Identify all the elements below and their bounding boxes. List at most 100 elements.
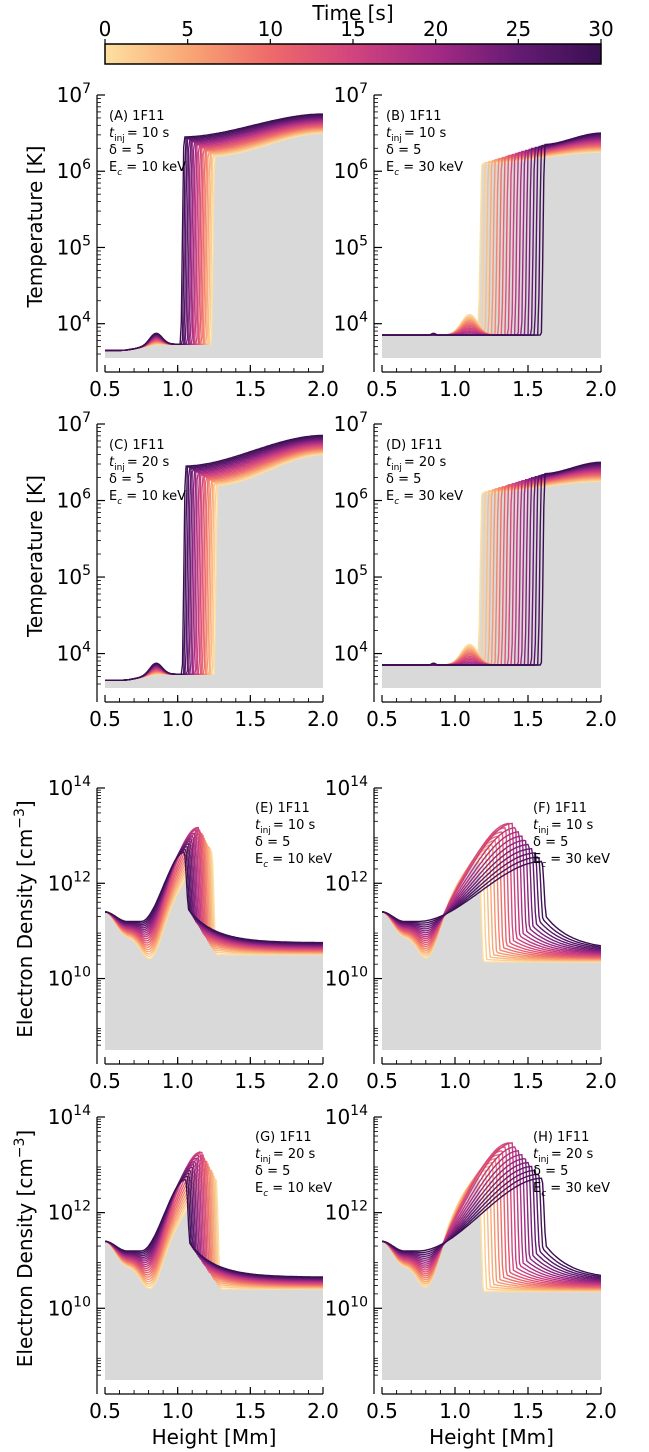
y-tick-label: 1014 [48, 1103, 91, 1129]
x-tick-label: 1.0 [162, 377, 194, 401]
x-tick-label: 0.5 [366, 377, 398, 401]
x-tick-label: 0.5 [89, 1069, 121, 1093]
panel-c: 0.5 1.0 1.5 2.0104105106107Temperature [K](… [23, 410, 339, 731]
y-tick-label: 106 [334, 487, 368, 513]
annotation-tinj: tinj = 10 s [255, 818, 316, 836]
x-tick-label: 2.0 [307, 377, 339, 401]
x-tick-label: 2.0 [307, 1069, 339, 1093]
panel-d: 0.5 1.0 1.5 2.0 104 105 106 107 (D) 1F11 tinj = 20… [334, 410, 617, 731]
x-tick-label: 1.0 [439, 1399, 471, 1423]
y-tick-label: 1012 [48, 869, 91, 895]
colorbar-tick-label: 10 [258, 17, 283, 41]
annotation-tinj: tinj = 20 s [533, 1147, 594, 1165]
colorbar-tick-label: 0 [99, 17, 112, 41]
y-tick-label: 1010 [325, 965, 368, 991]
colorbar-tick-label: 5 [181, 17, 194, 41]
x-tick-label: 2.0 [307, 1399, 339, 1423]
x-tick-label: 1.5 [512, 377, 544, 401]
y-tick-label: 106 [57, 487, 91, 513]
y-tick-label: 106 [334, 157, 368, 183]
annotation-title: (A) 1F11 [109, 109, 164, 124]
y-tick-label: 107 [57, 81, 91, 107]
x-tick-label: 1.5 [512, 707, 544, 731]
annotation-delta: δ = 5 [255, 835, 290, 850]
y-tick-label: 104 [334, 640, 368, 666]
y-tick-label: 1010 [48, 1294, 91, 1320]
annotation-tinj: tinj = 20 s [255, 1147, 316, 1165]
annotation-ec: Ec = 30 keV [386, 489, 463, 507]
y-tick-label: 1010 [325, 1294, 368, 1320]
annotation-tinj: tinj = 20 s [109, 455, 170, 473]
colorbar-tick-label: 20 [423, 17, 448, 41]
annotation-delta: δ = 5 [533, 1164, 568, 1179]
annotation-ec: Ec = 10 keV [109, 160, 186, 178]
annotation-ec: Ec = 10 keV [109, 489, 186, 507]
colorbar-tick-label: 25 [506, 17, 531, 41]
annotation-ec: Ec = 30 keV [386, 160, 463, 178]
x-tick-label: 1.5 [512, 1069, 544, 1093]
y-tick-label: 1014 [325, 774, 368, 800]
y-tick-label: 107 [334, 410, 368, 436]
y-tick-label: 1012 [325, 1199, 368, 1225]
y-axis-label: Electron Density [cm−3] [12, 800, 37, 1038]
x-tick-label: 1.0 [439, 1069, 471, 1093]
panel-f: 0.5 1.0 1.5 2.0 1010 1012 1014 (F) 1F11 tinj = 10… [325, 774, 617, 1093]
annotation-tinj: tinj = 10 s [109, 126, 170, 144]
x-tick-label: 0.5 [89, 377, 121, 401]
annotation-ec: Ec = 30 keV [533, 852, 610, 870]
x-tick-label: 1.0 [162, 1399, 194, 1423]
annotation-delta: δ = 5 [533, 835, 568, 850]
x-tick-label: 2.0 [585, 377, 617, 401]
annotation-delta: δ = 5 [386, 143, 421, 158]
y-tick-label: 1014 [325, 1103, 368, 1129]
x-tick-label: 0.5 [366, 1069, 398, 1093]
x-tick-label: 1.5 [234, 1399, 266, 1423]
x-tick-label: 1.0 [162, 1069, 194, 1093]
x-tick-label: 0.5 [366, 707, 398, 731]
y-tick-label: 105 [334, 233, 368, 259]
y-tick-label: 104 [57, 640, 91, 666]
y-tick-label: 1012 [48, 1199, 91, 1225]
annotation-title: (E) 1F11 [255, 801, 310, 816]
x-axis-label: Height [Mm] [429, 1425, 554, 1449]
panel-a: 0.5 1.0 1.5 2.0 104 105 106 107 Temperature [K] (… [23, 81, 339, 401]
panel-g: 0.5 1.0 1.5 2.0 1010 1012 1014 Electron Density… [12, 1103, 339, 1449]
y-tick-label: 1010 [48, 965, 91, 991]
annotation-title: (G) 1F11 [255, 1130, 312, 1145]
x-tick-label: 1.5 [234, 377, 266, 401]
x-tick-label: 1.5 [234, 1069, 266, 1093]
colorbar-tick-label: 30 [588, 17, 613, 41]
x-tick-label: 1.0 [439, 707, 471, 731]
x-tick-label: 2.0 [307, 707, 339, 731]
y-tick-label: 105 [57, 233, 91, 259]
annotation-ec: Ec = 10 keV [255, 1181, 332, 1199]
x-tick-label: 1.5 [512, 1399, 544, 1423]
y-tick-label: 1012 [325, 869, 368, 895]
x-tick-label: 2.0 [585, 707, 617, 731]
y-axis-label: Temperature [K] [23, 475, 47, 638]
y-tick-label: 105 [334, 563, 368, 589]
colorbar-tick-label: 15 [340, 17, 365, 41]
annotation-title: (C) 1F11 [109, 438, 165, 453]
x-tick-label: 0.5 [89, 707, 121, 731]
annotation-delta: δ = 5 [255, 1164, 290, 1179]
panel-h: 0.5 1.0 1.5 2.0 1010 1012 1014 Height [Mm] (H) 1… [325, 1103, 617, 1449]
annotation-title: (D) 1F11 [386, 438, 443, 453]
y-tick-label: 104 [57, 310, 91, 336]
y-tick-label: 106 [57, 157, 91, 183]
x-axis-label: Height [Mm] [152, 1425, 277, 1449]
annotation-tinj: tinj = 10 s [533, 818, 594, 836]
x-tick-label: 1.0 [439, 377, 471, 401]
colorbar-gradient [105, 44, 601, 64]
annotation-tinj: tinj = 10 s [386, 126, 447, 144]
annotation-delta: δ = 5 [109, 143, 144, 158]
colorbar: Time [s]0 5 10 15 20 25 30 [99, 1, 614, 64]
annotation-title: (F) 1F11 [533, 801, 587, 816]
x-tick-label: 2.0 [585, 1399, 617, 1423]
annotation-tinj: tinj = 20 s [386, 455, 447, 473]
x-tick-label: 0.5 [89, 1399, 121, 1423]
annotation-delta: δ = 5 [109, 472, 144, 487]
annotation-ec: Ec = 10 keV [255, 852, 332, 870]
annotation-title: (B) 1F11 [386, 109, 442, 124]
